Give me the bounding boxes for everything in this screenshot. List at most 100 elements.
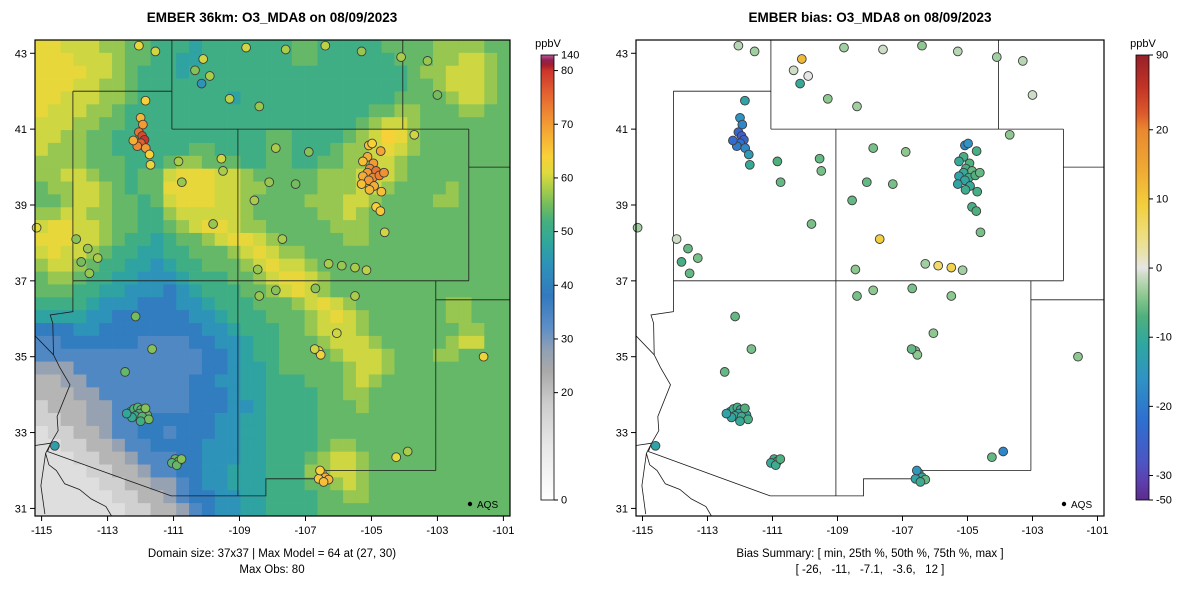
aqs-station-point xyxy=(850,264,861,275)
svg-text:39: 39 xyxy=(616,200,628,212)
svg-text:-101: -101 xyxy=(1086,525,1108,537)
aqs-station-point xyxy=(632,222,643,233)
svg-text:33: 33 xyxy=(616,428,628,440)
aqs-station-point xyxy=(928,328,939,339)
aqs-station-point xyxy=(270,285,281,296)
aqs-station-point xyxy=(318,477,329,487)
aqs-station-point xyxy=(254,101,265,112)
svg-text:-103: -103 xyxy=(1021,525,1043,537)
svg-text:0: 0 xyxy=(561,495,567,507)
aqs-station-point xyxy=(350,262,360,273)
aqs-station-point xyxy=(320,40,331,51)
aqs-station-point xyxy=(331,328,342,339)
aqs-station-point xyxy=(409,129,420,140)
aqs-station-point xyxy=(1004,129,1015,140)
aqs-station-point xyxy=(478,351,489,362)
aqs-station-point xyxy=(224,93,235,104)
svg-text:-10: -10 xyxy=(1156,332,1172,344)
bias-state-boundaries xyxy=(636,40,1104,516)
aqs-station-point xyxy=(749,46,760,57)
aqs-station-point xyxy=(946,291,957,301)
aqs-station-point xyxy=(878,44,888,55)
aqs-station-point xyxy=(952,179,963,189)
aqs-station-point xyxy=(323,258,334,269)
svg-text:60: 60 xyxy=(561,172,573,184)
aqs-station-point xyxy=(145,159,156,170)
svg-text:-113: -113 xyxy=(97,525,118,537)
aqs-station-point xyxy=(173,156,184,167)
aqs-station-point xyxy=(743,414,753,425)
svg-text:35: 35 xyxy=(616,352,628,364)
aqs-station-point xyxy=(375,146,386,156)
svg-text:43: 43 xyxy=(15,48,27,60)
aqs-station-point xyxy=(396,52,406,62)
aqs-station-point xyxy=(868,143,879,153)
aqs-station-point xyxy=(839,42,849,53)
aqs-station-point xyxy=(135,416,146,427)
bias-plot-frame xyxy=(635,39,1105,517)
aqs-station-point xyxy=(900,147,911,157)
aqs-station-point xyxy=(336,260,347,271)
svg-text:-113: -113 xyxy=(697,525,718,537)
aqs-station-point xyxy=(743,149,754,160)
model-axes: -115 -113 -111 -109 -107 -105 -103 -101 31 33 35 37… xyxy=(15,48,515,537)
svg-text:80: 80 xyxy=(561,65,573,77)
aqs-station-point xyxy=(391,452,402,463)
aqs-station-point xyxy=(1027,90,1038,100)
aqs-station-point xyxy=(806,219,817,229)
svg-text:43: 43 xyxy=(616,48,628,60)
aqs-station-point xyxy=(71,234,82,244)
aqs-station-point xyxy=(121,408,132,419)
aqs-station-point xyxy=(917,40,927,51)
model-map-panel: -115 -113 -111 -109 -107 -105 -103 -101 31 33 35 37… xyxy=(15,39,579,537)
aqs-station-point xyxy=(147,344,157,354)
aqs-station-point xyxy=(84,268,95,279)
aqs-station-point xyxy=(735,416,745,427)
aqs-station-point xyxy=(1073,351,1083,362)
bias-panel-title: EMBER bias: O3_MDA8 on 08/09/2023 xyxy=(748,10,992,25)
aqs-station-point xyxy=(814,153,825,164)
aqs-station-point xyxy=(721,408,732,419)
aqs-station-point xyxy=(196,78,207,89)
aqs-station-point xyxy=(120,367,130,377)
svg-text:37: 37 xyxy=(616,276,628,288)
aqs-station-point xyxy=(746,344,757,354)
model-model-raster xyxy=(35,40,511,517)
aqs-station-point xyxy=(971,146,982,156)
aqs-station-point xyxy=(309,344,320,354)
aqs-station-point xyxy=(150,46,161,57)
aqs-station-point xyxy=(775,177,786,188)
bias-aqs-legend: AQS xyxy=(1061,500,1092,511)
aqs-station-point xyxy=(130,311,141,322)
aqs-station-point xyxy=(972,186,983,197)
aqs-station-point xyxy=(92,253,103,263)
bias-stations xyxy=(632,40,1083,487)
aqs-station-point xyxy=(249,195,260,206)
generated-graphics: -115 -113 -111 -109 -107 -105 -103 -101 31 33 35 37… xyxy=(15,39,1172,537)
aqs-station-point xyxy=(432,90,443,100)
svg-text:70: 70 xyxy=(561,119,573,131)
aqs-station-point xyxy=(422,56,433,66)
aqs-station-point xyxy=(376,186,387,197)
model-colorbar-ticks: 140 80 70 60 50 40 30 20 0 xyxy=(554,50,579,507)
aqs-station-point xyxy=(356,179,367,189)
aqs-station-point xyxy=(190,65,200,76)
aqs-station-point xyxy=(144,149,155,160)
aqs-station-point xyxy=(140,403,151,414)
svg-text:10: 10 xyxy=(1156,193,1168,205)
svg-text:140: 140 xyxy=(561,50,579,62)
svg-text:50: 50 xyxy=(561,226,573,238)
aqs-station-point xyxy=(134,40,144,51)
bias-axes: -115 -113 -111 -109 -107 -105 -103 -101 31 33 35 37… xyxy=(616,48,1109,537)
aqs-station-point xyxy=(946,262,957,273)
aqs-station-point xyxy=(816,166,827,176)
aqs-station-point xyxy=(788,65,799,76)
aqs-station-point xyxy=(971,206,982,216)
model-colorbar-units-label: ppbV xyxy=(535,38,561,50)
aqs-station-point xyxy=(367,138,377,149)
svg-text:0: 0 xyxy=(1156,263,1162,275)
aqs-legend-dot xyxy=(1061,501,1067,507)
aqs-station-point xyxy=(954,156,964,167)
aqs-station-point xyxy=(375,206,386,216)
